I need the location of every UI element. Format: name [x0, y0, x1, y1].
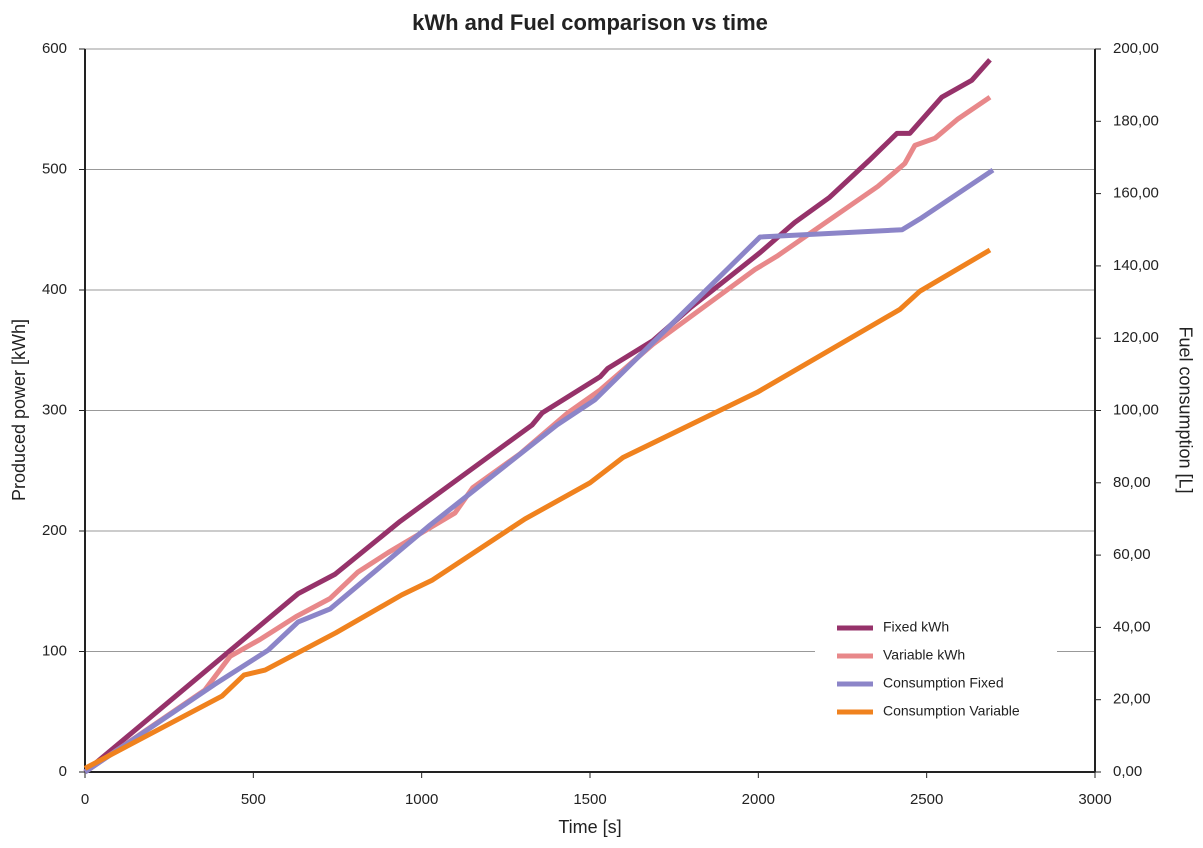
y-tick-label: 400 [42, 281, 67, 298]
legend-label: Fixed kWh [883, 619, 949, 635]
y2-axis-label: Fuel consumption [L] [1175, 326, 1195, 493]
y-tick-label: 0 [59, 763, 67, 780]
x-tick-label: 1000 [405, 791, 438, 808]
y-tick-label: 200 [42, 522, 67, 539]
legend-label: Variable kWh [883, 647, 965, 663]
chart-title: kWh and Fuel comparison vs time [412, 10, 768, 35]
legend-label: Consumption Fixed [883, 675, 1004, 691]
x-tick-label: 500 [241, 791, 266, 808]
x-tick-label: 2000 [742, 791, 775, 808]
y2-tick-label: 180,00 [1113, 112, 1159, 129]
y2-tick-label: 100,00 [1113, 401, 1159, 418]
y2-tick-label: 40,00 [1113, 618, 1151, 635]
y2-tick-label: 160,00 [1113, 185, 1159, 202]
y2-tick-label: 20,00 [1113, 691, 1151, 708]
y-axis-label: Produced power [kWh] [9, 319, 29, 501]
y2-tick-label: 140,00 [1113, 257, 1159, 274]
series-line [83, 247, 992, 771]
y-tick-label: 100 [42, 642, 67, 659]
series-line [83, 95, 992, 775]
x-tick-label: 0 [81, 791, 89, 808]
y2-tick-label: 80,00 [1113, 474, 1151, 491]
x-tick-label: 1500 [573, 791, 606, 808]
x-axis-label: Time [s] [558, 817, 621, 837]
x-tick-label: 3000 [1078, 791, 1111, 808]
y2-tick-label: 200,00 [1113, 40, 1159, 57]
legend-label: Consumption Variable [883, 703, 1020, 719]
y2-tick-label: 60,00 [1113, 546, 1151, 563]
y2-tick-label: 120,00 [1113, 329, 1159, 346]
series-line [83, 168, 995, 775]
y-tick-label: 500 [42, 160, 67, 177]
y-tick-label: 300 [42, 401, 67, 418]
y2-tick-label: 0,00 [1113, 763, 1142, 780]
series-line [83, 58, 992, 774]
x-tick-label: 2500 [910, 791, 943, 808]
y-tick-label: 600 [42, 40, 67, 57]
